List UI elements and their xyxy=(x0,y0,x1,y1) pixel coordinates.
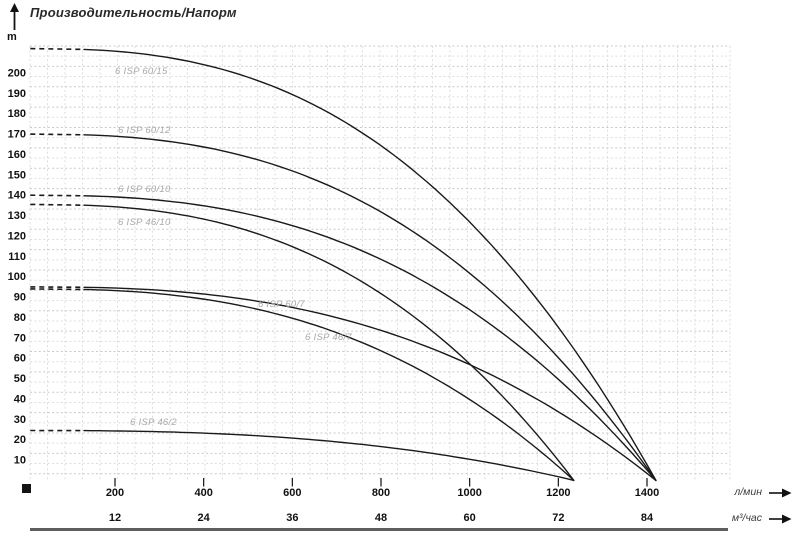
curve-dashed-6-isp-46-7 xyxy=(30,288,85,291)
curve-6-isp-46-10 xyxy=(83,204,575,482)
y-tick-label: 170 xyxy=(8,129,26,141)
y-tick-label: 70 xyxy=(14,332,26,344)
x-tick-label: 1200 xyxy=(546,487,570,499)
y-tick-label: 50 xyxy=(14,373,26,385)
curve-label-6-isp-46-7: 6 ISP 46/7 xyxy=(305,332,352,343)
curve-label-6-isp-60-7: 6 ISP 60/7 xyxy=(258,299,305,310)
y-tick-label: 140 xyxy=(8,190,26,202)
y-axis-unit-label: m xyxy=(7,31,17,43)
curve-6-isp-46-7 xyxy=(83,288,575,482)
y-tick-label: 10 xyxy=(14,454,26,466)
y-tick-label: 160 xyxy=(8,149,26,161)
curve-6-isp-46-2 xyxy=(83,429,575,482)
y-tick-label: 20 xyxy=(14,434,26,446)
x-axis-arrow-icon xyxy=(769,514,792,524)
x-secondary-tick-label: 36 xyxy=(286,512,298,524)
x-tick-label: 1000 xyxy=(457,487,481,499)
origin-marker xyxy=(22,484,31,493)
curve-label-6-isp-46-2: 6 ISP 46/2 xyxy=(130,417,177,428)
y-tick-label: 150 xyxy=(8,169,26,181)
y-tick-label: 60 xyxy=(14,353,26,365)
y-tick-label: 180 xyxy=(8,108,26,120)
x-tick-label: 600 xyxy=(283,487,301,499)
x-tick-label: 400 xyxy=(194,487,212,499)
y-tick-label: 80 xyxy=(14,312,26,324)
x-axis-arrow-icon xyxy=(769,488,792,498)
curve-6-isp-60-10 xyxy=(83,195,657,482)
x-secondary-tick-label: 84 xyxy=(641,512,654,524)
x-axis-primary-unit-label: л/мин xyxy=(734,486,762,498)
curve-dashed-6-isp-60-12 xyxy=(30,133,85,136)
y-axis-arrow-icon xyxy=(10,3,19,30)
x-secondary-tick-label: 12 xyxy=(109,512,121,524)
curve-6-isp-60-12 xyxy=(83,134,657,482)
x-secondary-tick-label: 72 xyxy=(552,512,564,524)
y-tick-label: 120 xyxy=(8,230,26,242)
x-axis-secondary-unit-label: м³/час xyxy=(731,512,762,524)
x-tick-label: 800 xyxy=(372,487,390,499)
x-tick-label: 1400 xyxy=(635,487,659,499)
curve-label-6-isp-60-15: 6 ISP 60/15 xyxy=(115,66,168,77)
x-secondary-tick-label: 48 xyxy=(375,512,387,524)
curve-dashed-6-isp-60-10 xyxy=(30,194,85,197)
chart-title: Производительность/Напорм xyxy=(30,5,237,20)
y-tick-label: 130 xyxy=(8,210,26,222)
x-secondary-tick-label: 60 xyxy=(464,512,476,524)
y-tick-label: 110 xyxy=(8,251,26,263)
curve-label-6-isp-60-12: 6 ISP 60/12 xyxy=(118,125,171,136)
y-tick-label: 40 xyxy=(14,393,26,405)
curve-label-6-isp-46-10: 6 ISP 46/10 xyxy=(118,217,171,228)
curve-6-isp-60-15 xyxy=(83,48,657,482)
y-tick-label: 30 xyxy=(14,414,26,426)
x-secondary-tick-label: 24 xyxy=(198,512,211,524)
curve-dashed-6-isp-46-10 xyxy=(30,203,85,206)
curve-dashed-6-isp-60-15 xyxy=(30,47,85,51)
y-tick-label: 100 xyxy=(8,271,26,283)
x-tick-label: 200 xyxy=(106,487,124,499)
curve-6-isp-60-7 xyxy=(83,286,657,482)
curve-label-6-isp-60-10: 6 ISP 60/10 xyxy=(118,184,171,195)
y-tick-label: 190 xyxy=(8,88,26,100)
y-tick-label: 200 xyxy=(8,68,26,80)
y-tick-label: 90 xyxy=(14,292,26,304)
bottom-divider-line xyxy=(30,528,728,531)
